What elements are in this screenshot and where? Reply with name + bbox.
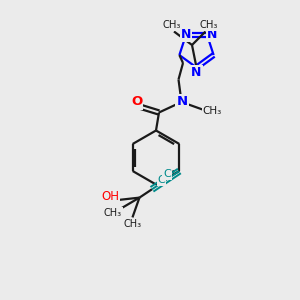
Text: O: O — [131, 95, 142, 109]
Text: C: C — [158, 175, 166, 185]
Text: N: N — [191, 66, 202, 79]
Text: CH₃: CH₃ — [162, 20, 181, 30]
Text: CH₃: CH₃ — [104, 208, 122, 218]
Text: N: N — [207, 28, 218, 41]
Text: OH: OH — [101, 190, 119, 203]
Text: CH₃: CH₃ — [199, 20, 218, 30]
Text: CH₃: CH₃ — [123, 219, 142, 229]
Text: N: N — [181, 28, 191, 41]
Text: N: N — [176, 95, 188, 108]
Text: CH₃: CH₃ — [202, 106, 222, 116]
Text: C: C — [163, 169, 171, 179]
